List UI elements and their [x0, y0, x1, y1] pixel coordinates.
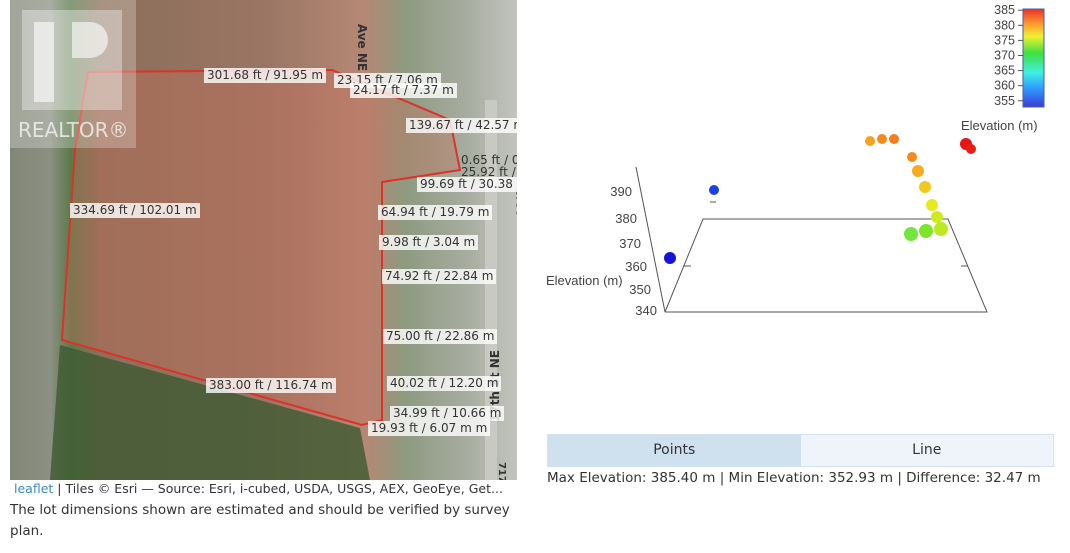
- lot-map[interactable]: REALTOR® Ave NE 17th St NE 2790 717 301.…: [10, 0, 517, 480]
- elevation-point[interactable]: [931, 211, 943, 223]
- leaflet-link[interactable]: leaflet: [14, 481, 54, 496]
- elevation-point[interactable]: [919, 224, 933, 238]
- z-tick-label: 370: [619, 236, 641, 251]
- dimension-label: 383.00 ft / 116.74 m: [206, 378, 336, 393]
- dimension-label: 0.65 ft / 0: [461, 153, 517, 167]
- colorbar: [1022, 8, 1045, 108]
- elevation-point[interactable]: [966, 144, 976, 154]
- dimension-label: 40.02 ft / 12.20 m: [387, 376, 502, 391]
- colorbar-tick-label: 380: [994, 18, 1015, 32]
- elevation-point[interactable]: [934, 222, 948, 236]
- elevation-point[interactable]: [904, 227, 918, 241]
- elevation-point[interactable]: [907, 152, 917, 162]
- dimension-label: 301.68 ft / 91.95 m: [204, 68, 327, 83]
- elevation-point[interactable]: [877, 134, 887, 144]
- elevation-point[interactable]: [709, 185, 719, 195]
- dimension-label: 75.00 ft / 22.86 m: [383, 329, 498, 344]
- colorbar-tick-label: 360: [994, 79, 1015, 93]
- elevation-point[interactable]: [926, 199, 938, 211]
- z-tick-label: 380: [615, 211, 637, 226]
- dimension-label: 25.92 ft /: [461, 165, 516, 179]
- colorbar-tick-label: 365: [994, 64, 1015, 78]
- elevation-point[interactable]: [865, 136, 875, 146]
- map-attribution: leaflet | Tiles © Esri — Source: Esri, i…: [10, 480, 517, 498]
- colorbar-title: Elevation (m): [961, 118, 1038, 133]
- dimension-label: 334.69 ft / 102.01 m: [70, 203, 200, 218]
- z-tick-label: 360: [625, 259, 647, 274]
- dimension-label: 139.67 ft / 42.57 m: [406, 118, 517, 133]
- colorbar-tick-label: 385: [994, 3, 1015, 17]
- disclaimer-note: The lot dimensions shown are estimated a…: [10, 502, 510, 539]
- street-label: Ave NE: [355, 23, 370, 72]
- dimension-label: 34.99 ft / 10.66 m: [390, 406, 505, 421]
- dimension-label: 74.92 ft / 22.84 m: [382, 269, 497, 284]
- elevation-point[interactable]: [919, 181, 931, 193]
- elevation-stats: Max Elevation: 385.40 m | Min Elevation:…: [547, 470, 1041, 486]
- z-axis-title: Elevation (m): [546, 273, 623, 288]
- colorbar-tick-label: 375: [994, 33, 1015, 47]
- dimension-label: 24.17 ft / 7.37 m: [350, 83, 457, 98]
- elevation-point[interactable]: [912, 165, 924, 177]
- z-tick-label: 340: [635, 303, 657, 318]
- tab-line[interactable]: Line: [800, 435, 1053, 466]
- colorbar-tick-label: 355: [994, 94, 1015, 108]
- realtor-logo: REALTOR®: [10, 0, 136, 148]
- chart-box: [635, 166, 988, 313]
- colorbar-tick-label: 370: [994, 48, 1015, 62]
- tab-points[interactable]: Points: [548, 435, 801, 466]
- dimension-label: 64.94 ft / 19.79 m: [378, 205, 493, 220]
- dimension-label: 99.69 ft / 30.38 m: [417, 177, 517, 192]
- elevation-point[interactable]: [889, 134, 899, 144]
- dimension-label: 9.98 ft / 3.04 m: [379, 235, 479, 250]
- dimension-label: 19.93 ft / 6.07 m m: [368, 421, 491, 436]
- elevation-point[interactable]: [664, 252, 676, 264]
- z-tick-label: 390: [610, 184, 632, 199]
- view-tabs: Points Line: [547, 434, 1054, 467]
- z-tick-label: 350: [629, 282, 651, 297]
- street-label: 717: [495, 462, 507, 480]
